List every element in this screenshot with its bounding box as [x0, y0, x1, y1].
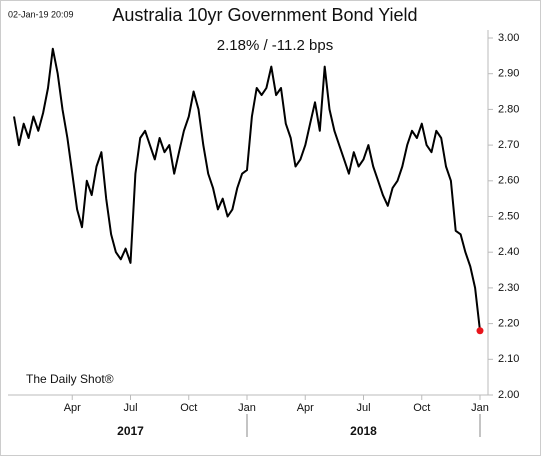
y-tick-label: 2.40: [498, 246, 519, 258]
year-label: 2018: [350, 424, 377, 438]
last-point: [476, 327, 484, 335]
y-tick-label: 2.90: [498, 68, 519, 80]
chart-title: Australia 10yr Government Bond Yield: [112, 5, 417, 25]
x-tick-label: Jul: [356, 402, 370, 414]
x-tick-label: Jan: [238, 402, 256, 414]
x-tick-label: Apr: [297, 402, 314, 414]
subtitle: 2.18% / -11.2 bps: [217, 37, 333, 54]
x-tick-label: Oct: [180, 402, 197, 414]
timestamp: 02-Jan-19 20:09: [8, 9, 74, 19]
y-tick-label: 3.00: [498, 32, 519, 44]
y-tick-label: 2.00: [498, 389, 519, 401]
line: [13, 47, 481, 331]
y-tick-label: 2.50: [498, 210, 519, 222]
x-tick-label: Jan: [471, 402, 489, 414]
x-tick-label: Jul: [123, 402, 137, 414]
year-label: 2017: [117, 424, 144, 438]
y-tick-label: 2.30: [498, 282, 519, 294]
y-tick-label: 2.10: [498, 353, 519, 365]
x-tick-label: Apr: [64, 402, 81, 414]
y-tick-label: 2.80: [498, 103, 519, 115]
x-tick-label: Oct: [413, 402, 430, 414]
y-tick-label: 2.60: [498, 175, 519, 187]
y-tick-label: 2.70: [498, 139, 519, 151]
source: The Daily Shot®: [26, 372, 114, 386]
y-tick-label: 2.20: [498, 318, 519, 330]
